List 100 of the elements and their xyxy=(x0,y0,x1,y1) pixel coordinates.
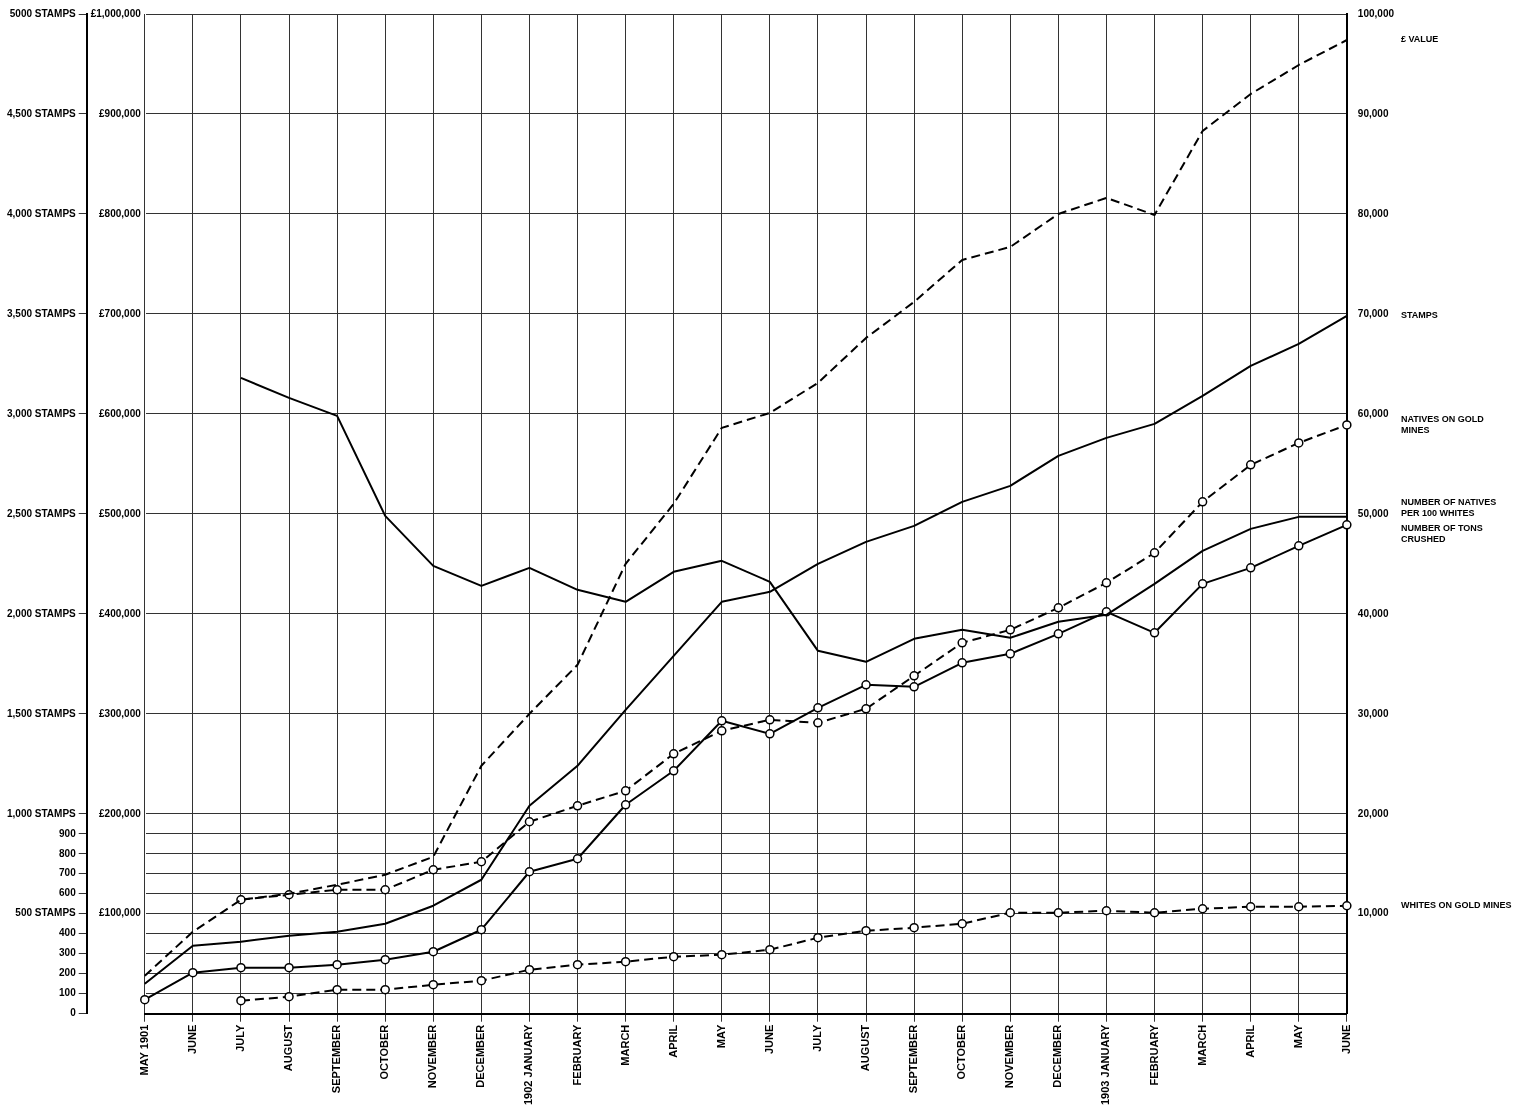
point xyxy=(861,680,871,690)
y-tick-label: 1,500 STAMPS xyxy=(7,707,77,719)
point xyxy=(1197,579,1208,589)
point xyxy=(236,962,246,973)
x-tick-label: NOVEMBER xyxy=(1003,1024,1016,1089)
x-tick-label: JUNE xyxy=(762,1024,775,1055)
point xyxy=(1342,520,1352,530)
point xyxy=(1053,907,1064,918)
y-tick-label: 5000 STAMPS xyxy=(9,7,77,19)
point xyxy=(813,718,823,728)
point xyxy=(524,817,535,827)
point xyxy=(1342,900,1352,911)
y-tick-label: 3,500 STAMPS xyxy=(7,307,77,319)
point xyxy=(1245,563,1256,573)
y3-tick-label: £1,000,000 xyxy=(90,7,142,19)
point xyxy=(236,995,246,1006)
y3-tick-label: £700,000 xyxy=(99,307,142,319)
point xyxy=(1245,460,1256,470)
y2-tick-label: 40,000 xyxy=(1357,607,1389,619)
point xyxy=(572,854,583,864)
point xyxy=(909,671,919,681)
point xyxy=(909,682,919,692)
text: WHITES ON GOLD MINES xyxy=(1401,900,1512,911)
y-tick-label: 600 xyxy=(59,887,77,899)
y3-tick-label: £200,000 xyxy=(99,807,142,819)
y3-tick-label: £400,000 xyxy=(99,607,142,619)
x-tick-label: DECEMBER xyxy=(474,1024,487,1088)
y-tick-label: 3,000 STAMPS xyxy=(7,407,77,419)
point xyxy=(765,944,775,955)
point xyxy=(620,800,631,810)
y-tick-label: 700 xyxy=(59,867,77,879)
point xyxy=(572,959,583,970)
text: NATIVES ON GOLD MINES xyxy=(1401,413,1485,435)
x-tick-label: OCTOBER xyxy=(955,1024,968,1080)
text: STAMPS xyxy=(1401,310,1438,321)
x-tick-label: JULY xyxy=(810,1024,823,1052)
point xyxy=(909,922,919,933)
point xyxy=(957,638,967,648)
y-tick-label: 300 xyxy=(59,947,77,959)
point xyxy=(1149,907,1160,918)
x-tick-label: SEPTEMBER xyxy=(330,1024,343,1094)
text: £ VALUE xyxy=(1401,34,1439,45)
text: NUMBER OF TONS CRUSHED xyxy=(1401,522,1483,544)
y3-tick-label: £800,000 xyxy=(99,207,142,219)
x-tick-label: FEBRUARY xyxy=(570,1024,583,1086)
point xyxy=(1294,541,1304,551)
point xyxy=(284,962,294,973)
point xyxy=(1197,903,1208,914)
x-tick-label: MAY xyxy=(714,1024,727,1049)
point xyxy=(1005,907,1016,918)
y2-tick-label: 60,000 xyxy=(1357,407,1389,419)
y3-tick-label: £500,000 xyxy=(99,507,142,519)
point xyxy=(428,865,439,875)
y-tick-label: 2,000 STAMPS xyxy=(7,607,77,619)
text: NUMBER OF NATIVES PER 100 WHITES xyxy=(1401,496,1497,518)
point xyxy=(668,749,679,759)
x-tick-label: AUGUST xyxy=(859,1024,872,1072)
point xyxy=(957,918,967,929)
point xyxy=(524,964,535,975)
y-tick-label: 800 xyxy=(59,847,77,859)
x-tick-label: AUGUST xyxy=(282,1024,295,1072)
point xyxy=(1149,628,1160,638)
y3-tick-label: £900,000 xyxy=(99,107,142,119)
point xyxy=(428,979,439,990)
point xyxy=(1197,497,1208,507)
x-tick-label: MARCH xyxy=(1195,1024,1208,1066)
point xyxy=(1294,901,1304,912)
y2-tick-label: 10,000 xyxy=(1357,907,1389,919)
x-tick-label: APRIL xyxy=(666,1024,679,1058)
y3-tick-label: £600,000 xyxy=(99,407,142,419)
point xyxy=(1342,420,1352,430)
x-tick-label: APRIL xyxy=(1243,1024,1256,1058)
point xyxy=(1005,625,1016,635)
x-tick-label: DECEMBER xyxy=(1051,1024,1064,1088)
point xyxy=(428,946,439,957)
point xyxy=(1053,629,1064,639)
y2-tick-label: 70,000 xyxy=(1357,307,1389,319)
point xyxy=(332,884,342,895)
point xyxy=(813,703,823,713)
x-tick-label: MAY 1901 xyxy=(137,1024,150,1076)
point xyxy=(1005,649,1016,659)
y-tick-label: 0 xyxy=(70,1007,77,1019)
point xyxy=(620,786,631,796)
point xyxy=(188,967,198,978)
point xyxy=(332,984,342,995)
point xyxy=(1294,438,1304,448)
point xyxy=(284,991,294,1002)
point xyxy=(1245,901,1256,912)
x-tick-label: NOVEMBER xyxy=(426,1024,439,1089)
y2-tick-label: 30,000 xyxy=(1357,707,1389,719)
x-tick-label: OCTOBER xyxy=(378,1024,391,1080)
point xyxy=(1101,905,1112,916)
point xyxy=(861,704,871,714)
point xyxy=(668,766,679,776)
y-tick-label: 2,500 STAMPS xyxy=(7,507,77,519)
x-tick-label: JUNE xyxy=(1339,1024,1352,1055)
y-tick-label: 1,000 STAMPS xyxy=(7,807,77,819)
x-tick-label: JUNE xyxy=(185,1024,198,1055)
point xyxy=(861,925,871,936)
point xyxy=(380,884,390,895)
